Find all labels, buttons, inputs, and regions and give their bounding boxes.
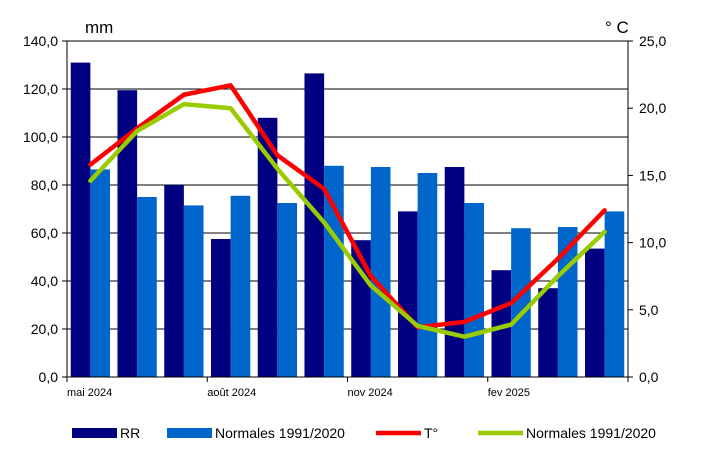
gridlines: [67, 40, 628, 378]
legend-label: RR: [120, 425, 140, 441]
x-tick-label: mai 2024: [67, 387, 112, 399]
y-right-tick-label: 15,0: [639, 167, 666, 183]
bar-rr: [164, 185, 184, 377]
y-right-unit: ° C: [605, 18, 629, 37]
bar-rr-normal: [277, 203, 298, 377]
y-right-tick-label: 5,0: [639, 302, 659, 318]
bar-rr: [444, 167, 465, 377]
bar-rr: [70, 62, 91, 377]
legend-swatch: [72, 428, 117, 438]
y-left-tick-label: 60,0: [31, 225, 58, 241]
bar-rr-normal: [230, 195, 251, 377]
bar-rr-normal: [511, 228, 531, 377]
bar-rr-normal: [137, 197, 157, 377]
bar-rr: [397, 211, 418, 377]
bar-rr: [351, 240, 371, 377]
bar-rr: [538, 288, 558, 377]
bar-rr-normal: [183, 205, 204, 377]
y-left-tick-label: 100,0: [23, 129, 58, 145]
bar-rr-normal: [417, 173, 438, 377]
y-left-tick-label: 40,0: [31, 273, 58, 289]
line-temperature-normal: [88, 101, 607, 339]
x-tick-label: août 2024: [207, 387, 256, 399]
x-tick-label: nov 2024: [348, 387, 393, 399]
y-right-tick-label: 10,0: [639, 235, 666, 251]
legend-label: Normales 1991/2020: [526, 425, 656, 441]
bar-rr: [257, 117, 278, 378]
y-left-tick-label: 120,0: [23, 81, 58, 97]
legend-swatch: [167, 428, 212, 438]
y-left-tick-label: 0,0: [39, 369, 59, 385]
x-tick-label: fev 2025: [488, 387, 530, 399]
bar-rr-normal: [90, 169, 111, 377]
bar-rr-normal: [370, 167, 391, 377]
bar-rr: [491, 270, 512, 377]
legend-label: Normales 1991/2020: [215, 425, 345, 441]
bars: [70, 62, 625, 378]
y-right-tick-label: 25,0: [639, 33, 666, 49]
legend: RR Normales 1991/2020 T° Normales 1991/2020: [72, 425, 656, 441]
axes: 0,0 20,0 40,0 60,0 80,0 100,0 120,0 140,0 0,0 5,0…: [23, 33, 667, 399]
y-left-unit: mm: [85, 18, 113, 37]
y-right-tick-label: 0,0: [639, 369, 659, 385]
bar-rr-normal: [464, 203, 485, 377]
lines: [88, 83, 607, 339]
y-left-tick-label: 80,0: [31, 177, 58, 193]
y-left-tick-label: 20,0: [31, 321, 58, 337]
bar-rr: [210, 239, 231, 377]
legend-label: T°: [424, 425, 438, 441]
line-temperature: [88, 83, 607, 330]
y-right-tick-label: 20,0: [639, 100, 666, 116]
y-left-tick-label: 140,0: [23, 33, 58, 49]
bar-rr: [304, 73, 325, 378]
bar-rr: [117, 90, 138, 377]
bar-rr-normal: [604, 211, 625, 377]
bar-rr: [584, 248, 605, 377]
